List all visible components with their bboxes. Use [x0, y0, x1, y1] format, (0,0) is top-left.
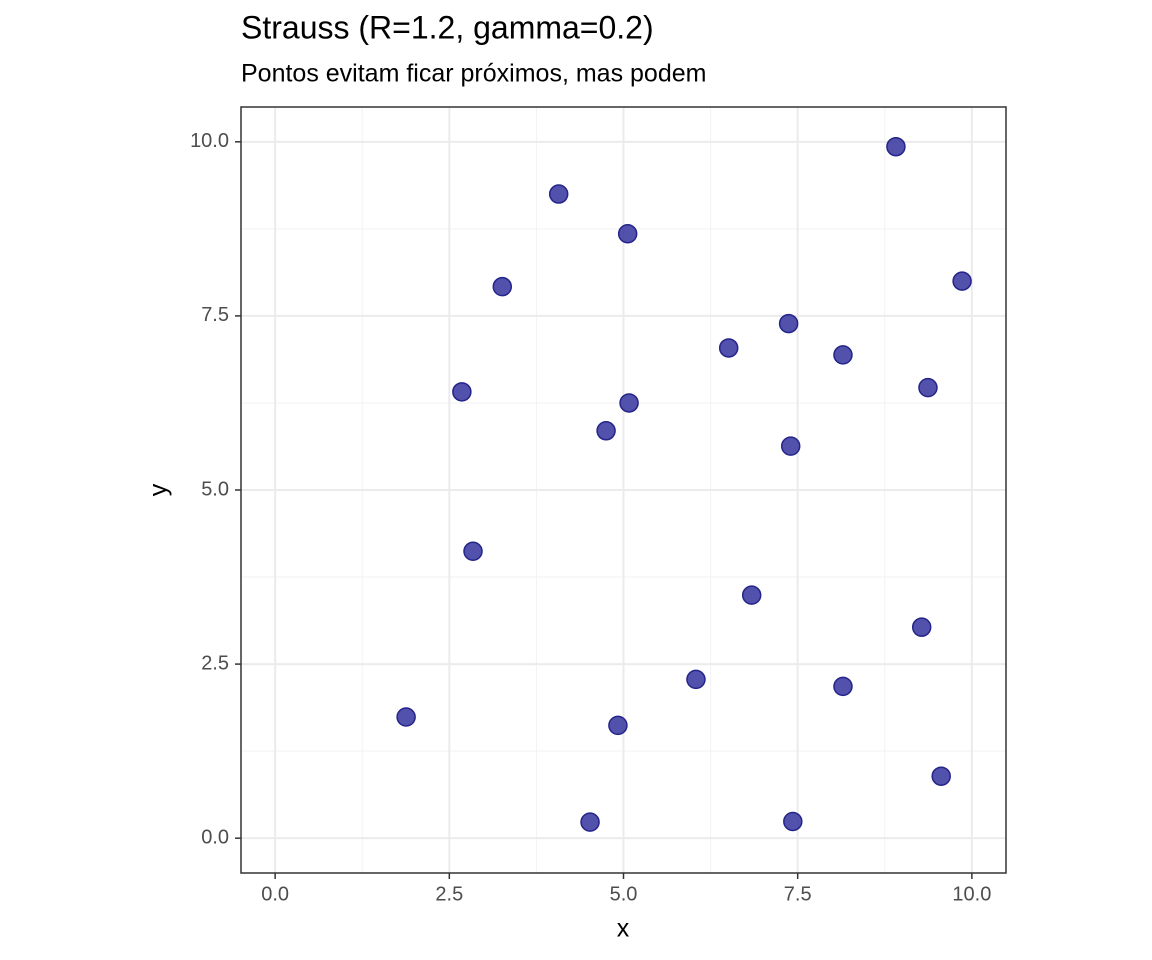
point: [617, 223, 638, 244]
point: [548, 184, 569, 204]
x-tick-label: 5.0: [610, 883, 638, 905]
point: [918, 377, 938, 398]
x-tick-label: 7.5: [784, 883, 812, 905]
point: [686, 669, 706, 690]
point: [492, 276, 513, 297]
x-tick-label: 10.0: [952, 883, 991, 905]
point: [780, 436, 801, 456]
chart-title: Strauss (R=1.2, gamma=0.2): [241, 9, 654, 45]
y-tick-label: 10.0: [190, 130, 229, 152]
point: [886, 136, 906, 157]
point: [396, 707, 416, 727]
point: [833, 345, 853, 365]
chart-subtitle: Pontos evitam ficar próximos, mas podem: [241, 60, 706, 88]
point: [608, 715, 628, 736]
point: [741, 585, 762, 605]
x-tick-label: 2.5: [435, 883, 463, 905]
y-tick-label: 5.0: [201, 478, 229, 500]
point: [619, 393, 639, 413]
point: [952, 271, 972, 291]
point: [911, 617, 932, 637]
point: [463, 541, 483, 562]
y-tick-label: 7.5: [201, 304, 229, 326]
y-axis-label: y: [145, 483, 173, 496]
plot-border: [240, 106, 1007, 874]
x-tick-label: 0.0: [261, 883, 289, 905]
y-tick-label: 0.0: [201, 826, 229, 848]
point: [596, 421, 616, 441]
point: [718, 338, 739, 358]
point: [452, 382, 472, 402]
x-axis-label: x: [617, 915, 630, 943]
point: [833, 676, 853, 697]
y-tick-label: 2.5: [201, 652, 229, 674]
point: [778, 313, 799, 334]
point: [931, 766, 951, 786]
point: [783, 811, 803, 832]
point: [580, 812, 600, 832]
